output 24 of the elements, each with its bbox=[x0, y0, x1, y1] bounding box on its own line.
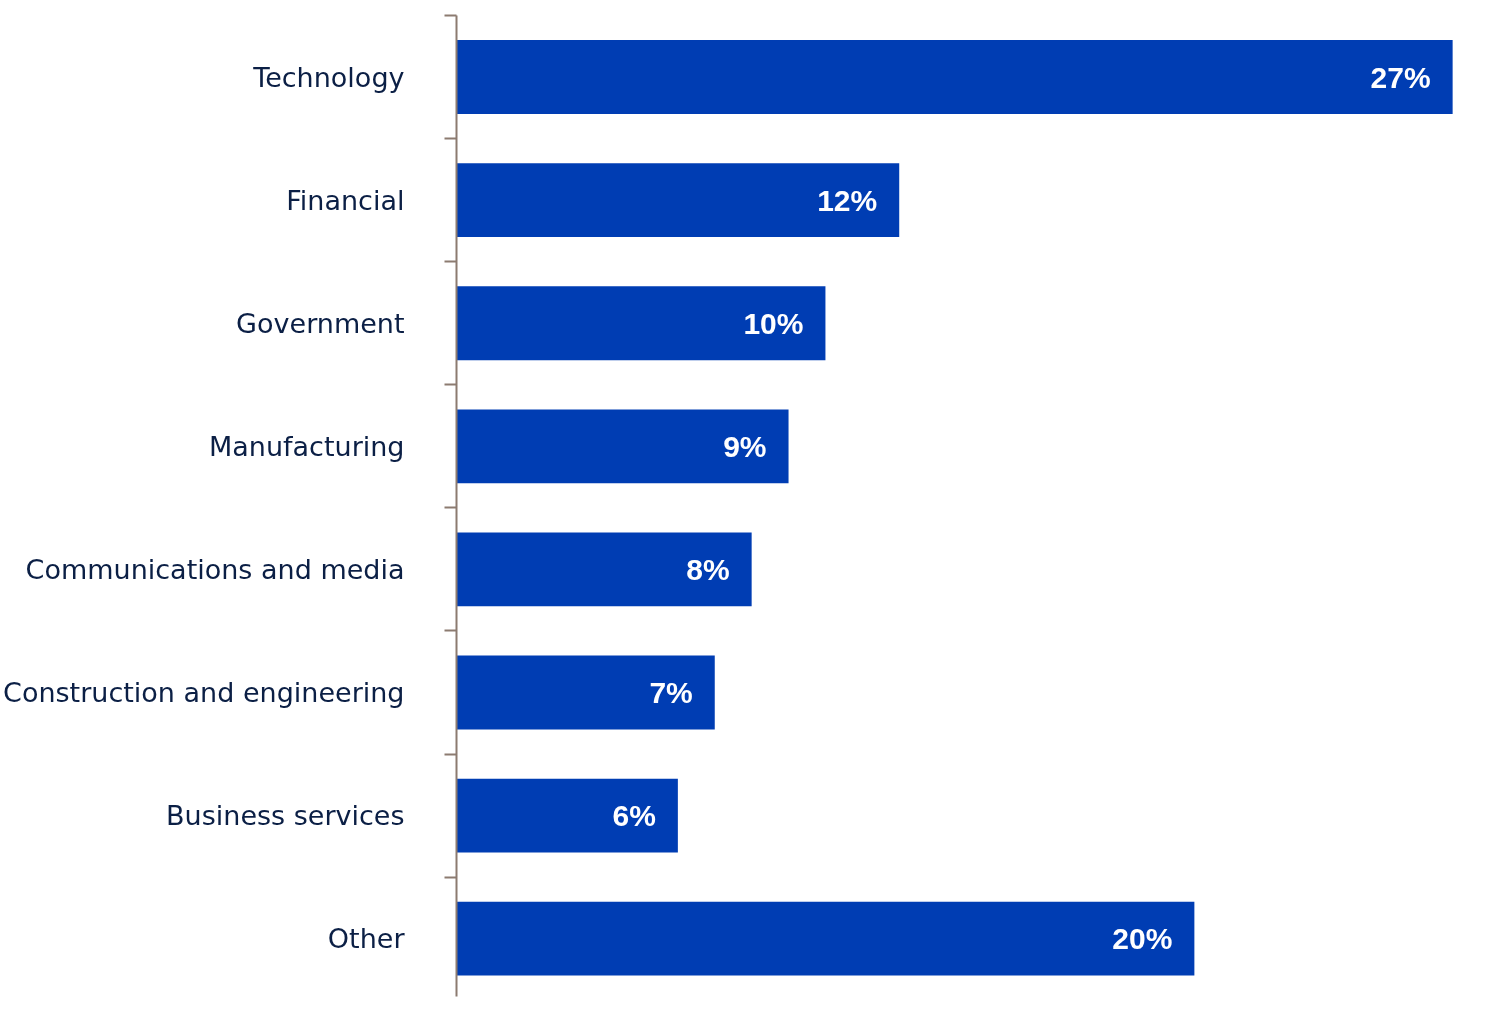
bar bbox=[456, 409, 789, 484]
y-tick-label: Technology bbox=[252, 61, 405, 93]
y-tick-label: Government bbox=[236, 307, 405, 339]
bar bbox=[456, 286, 826, 361]
data-label: 8% bbox=[686, 552, 730, 586]
y-tick-label: Manufacturing bbox=[208, 430, 405, 462]
data-label: 6% bbox=[612, 799, 656, 833]
bar bbox=[456, 40, 1453, 114]
data-label: 20% bbox=[1112, 922, 1173, 956]
bar bbox=[456, 778, 678, 853]
y-tick-label: Financial bbox=[286, 184, 405, 216]
y-tick-label: Construction and engineering bbox=[3, 676, 405, 708]
bar bbox=[456, 163, 900, 238]
y-tick-label: Business services bbox=[166, 800, 405, 832]
data-label: 12% bbox=[817, 183, 878, 217]
data-label: 7% bbox=[649, 675, 693, 709]
bar bbox=[456, 655, 715, 730]
y-tick-label: Other bbox=[327, 923, 406, 955]
data-label: 9% bbox=[723, 429, 767, 463]
bar bbox=[456, 532, 752, 607]
data-label: 27% bbox=[1370, 60, 1431, 94]
data-label: 10% bbox=[743, 306, 804, 340]
y-tick-label: Communications and media bbox=[25, 553, 405, 585]
bar bbox=[456, 901, 1195, 976]
